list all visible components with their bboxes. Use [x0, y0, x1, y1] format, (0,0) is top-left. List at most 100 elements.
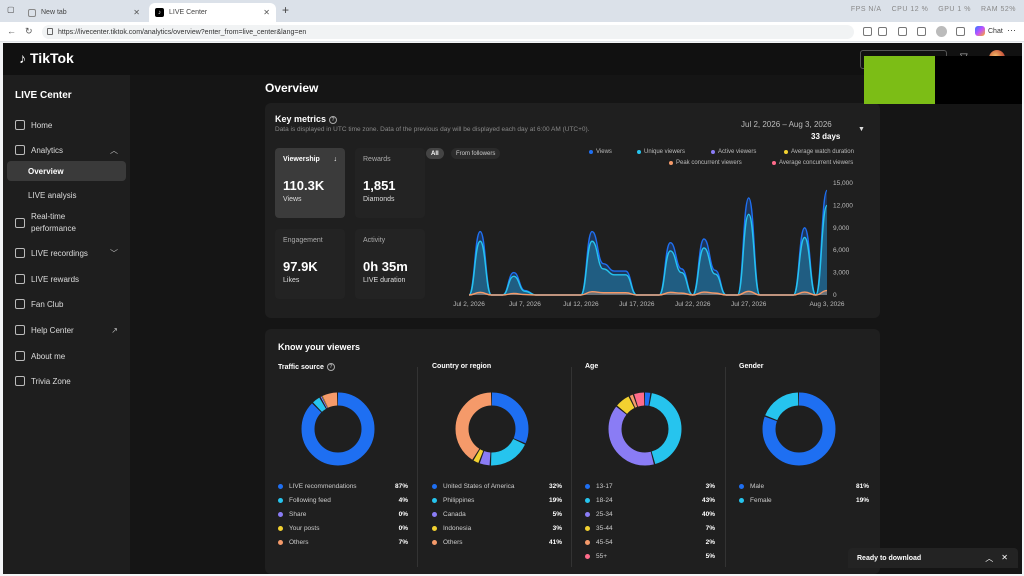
close-icon[interactable]: ✕ — [1001, 552, 1008, 562]
legend-swatch-icon — [278, 497, 283, 503]
date-dropdown-icon[interactable]: ▼ — [858, 126, 865, 133]
info-icon[interactable]: ? — [329, 115, 338, 124]
metric-rewards[interactable]: Rewards 1,851 Diamonds — [355, 148, 425, 218]
reader-icon[interactable] — [863, 27, 872, 36]
favorites-icon[interactable] — [917, 27, 926, 36]
copilot-chat-button[interactable]: Chat — [975, 26, 1003, 36]
gender-section: Gender Male 81% Female 19% — [739, 363, 879, 574]
traffic-source-donut[interactable] — [298, 389, 378, 469]
metric-activity[interactable]: Activity 0h 35m LIVE duration — [355, 229, 425, 299]
legend-dot-icon — [711, 150, 715, 154]
legend-swatch-icon — [432, 539, 437, 545]
donut-slice — [608, 392, 682, 466]
refresh-icon[interactable]: ↻ — [25, 26, 33, 36]
legend-swatch-icon — [585, 539, 590, 545]
chevron-up-icon[interactable]: ︿ — [985, 553, 994, 563]
legend-active-viewers[interactable]: Active viewers — [711, 149, 756, 155]
legend-views[interactable]: Views — [589, 149, 612, 155]
sidebar-subitem-live-analysis[interactable]: LIVE analysis — [7, 185, 126, 205]
sidebar-item-home[interactable]: Home — [7, 117, 126, 133]
metric-unit: LIVE duration — [363, 277, 406, 284]
metric-label: Activity — [363, 237, 386, 244]
sidebar-item-live-rewards[interactable]: LIVE rewards — [7, 271, 126, 287]
metric-value: 0h 35m — [363, 259, 408, 274]
legend-peak-concurrent[interactable]: Peak concurrent viewers — [669, 160, 742, 166]
legend-dot-icon — [772, 161, 776, 165]
fanclub-icon — [15, 299, 25, 309]
donut-slice — [455, 392, 529, 466]
favorite-star-icon[interactable] — [878, 27, 887, 36]
gender-donut[interactable] — [759, 389, 839, 469]
metric-value: 97.9K — [283, 259, 318, 274]
legend-swatch-icon — [585, 511, 590, 517]
metric-value: 1,851 — [363, 178, 396, 193]
age-donut[interactable] — [605, 389, 685, 469]
x-tick-label: Aug 3, 2026 — [809, 301, 844, 308]
tab-new-tab[interactable]: New tab ✕ — [22, 3, 146, 22]
address-bar: ← ↻ https://livecenter.tiktok.com/analyt… — [0, 22, 1024, 42]
sidebar-item-label: Real-time performance — [31, 212, 76, 233]
settings-icon[interactable] — [956, 27, 965, 36]
legend-average-concurrent[interactable]: Average concurrent viewers — [772, 160, 853, 166]
extensions-icon[interactable] — [898, 27, 907, 36]
tiktok-note-icon: ♪ — [19, 50, 26, 66]
donut-slice — [608, 392, 682, 466]
legend-percent: 4% — [398, 496, 408, 504]
close-tab-icon[interactable]: ✕ — [263, 8, 270, 17]
sidebar-item-live-recordings[interactable]: LIVE recordings ﹀ — [7, 245, 126, 261]
key-metrics-subtitle: Data is displayed in UTC time zone. Data… — [275, 126, 590, 133]
legend-percent: 40% — [701, 510, 715, 518]
new-tab-button[interactable]: + — [282, 3, 290, 17]
legend-unique-viewers[interactable]: Unique viewers — [637, 149, 685, 155]
legend-percent: 0% — [398, 510, 408, 518]
tab-actions-icon[interactable]: ▢ — [7, 5, 15, 14]
sidebar-item-help-center[interactable]: Help Center ↗ — [7, 322, 126, 338]
legend-row: 13-17 3% — [585, 481, 715, 491]
sidebar-item-analytics[interactable]: Analytics ︿ — [7, 142, 126, 158]
legend-label: Average watch duration — [791, 149, 854, 155]
x-tick-label: Jul 22, 2026 — [675, 301, 711, 308]
home-icon — [15, 120, 25, 130]
legend-row: LIVE recommendations 87% — [278, 481, 408, 491]
legend-row: Following feed 4% — [278, 495, 408, 505]
sidebar-item-about-me[interactable]: About me — [7, 348, 126, 364]
tiktok-logo[interactable]: ♪ TikTok — [19, 50, 74, 66]
main-content: Overview Key metrics? Data is displayed … — [130, 75, 1022, 574]
more-menu-icon[interactable]: ⋯ — [1007, 25, 1016, 35]
download-bar[interactable]: Ready to download ︿ ✕ — [848, 548, 1018, 568]
legend-label: 45-54 — [596, 538, 613, 546]
metric-engagement[interactable]: Engagement 97.9K Likes — [275, 229, 345, 299]
lock-icon — [47, 28, 53, 35]
legend-swatch-icon — [432, 525, 437, 531]
country-donut[interactable] — [452, 389, 532, 469]
filter-all-pill[interactable]: All — [426, 148, 444, 159]
series-line — [468, 204, 828, 296]
legend-row: Indonesia 3% — [432, 523, 562, 533]
browser-profile-avatar[interactable] — [936, 26, 947, 37]
date-range[interactable]: Jul 2, 2026 – Aug 3, 2026 — [741, 120, 832, 129]
back-icon[interactable]: ← — [7, 26, 16, 36]
viewership-chart[interactable]: 0 3,000 6,000 9,000 12,000 15,000 Jul 2, 2026 J… — [449, 175, 869, 315]
legend-swatch-icon — [585, 483, 590, 489]
realtime-icon — [15, 218, 25, 228]
performance-overlay: FPS N/A CPU 12 % GPU 1 % RAM 52% — [851, 6, 1016, 13]
url-field[interactable]: https://livecenter.tiktok.com/analytics/… — [42, 25, 854, 39]
legend-label: 25-34 — [596, 510, 613, 518]
info-icon[interactable]: ? — [326, 363, 335, 371]
tab-live-center[interactable]: ♪ LIVE Center ✕ — [149, 3, 276, 22]
close-tab-icon[interactable]: ✕ — [133, 8, 140, 17]
sidebar-subitem-label: Overview — [28, 166, 64, 176]
legend-dot-icon — [669, 161, 673, 165]
legend-average-watch-duration[interactable]: Average watch duration — [784, 149, 854, 155]
sidebar-subitem-overview[interactable]: Overview — [7, 161, 126, 181]
key-metrics-title-text: Key metrics — [275, 114, 327, 124]
series-line — [468, 289, 828, 296]
sidebar-item-realtime[interactable]: Real-time performance — [7, 210, 126, 236]
legend-label: 18-24 — [596, 496, 613, 504]
filter-followers-pill[interactable]: From followers — [451, 148, 501, 159]
legend-percent: 3% — [552, 524, 562, 532]
sidebar-item-trivia-zone[interactable]: Trivia Zone — [7, 373, 126, 389]
y-tick-label: 9,000 — [833, 225, 850, 232]
sidebar-item-fan-club[interactable]: Fan Club — [7, 296, 126, 312]
metric-viewership[interactable]: Viewership ↓ 110.3K Views — [275, 148, 345, 218]
